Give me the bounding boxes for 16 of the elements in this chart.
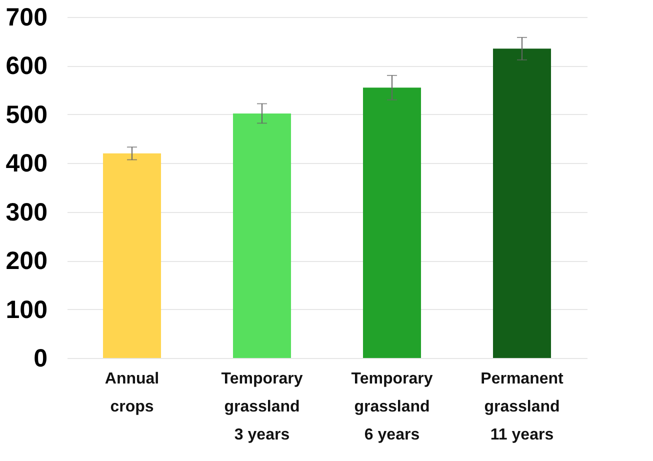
- y-tick-label: 400: [6, 150, 48, 178]
- y-tick-label: 300: [6, 198, 48, 226]
- x-tick-label: Temporary grassland 3 years: [221, 370, 303, 444]
- x-tick-label: Temporary grassland 6 years: [351, 370, 433, 444]
- y-tick-label: 500: [6, 100, 48, 129]
- bar: [363, 88, 421, 358]
- y-tick-label: 0: [34, 344, 48, 372]
- y-tick-label: 200: [6, 247, 48, 276]
- bar: [493, 48, 551, 358]
- x-tick-label: Annual crops: [104, 370, 160, 416]
- y-tick-label: 700: [6, 4, 48, 32]
- bar: [233, 113, 291, 358]
- y-tick-label: 100: [6, 296, 48, 324]
- x-tick-label: Permanent grassland 11 years: [480, 370, 564, 444]
- bar: [103, 153, 161, 358]
- y-tick-label: 600: [6, 52, 48, 80]
